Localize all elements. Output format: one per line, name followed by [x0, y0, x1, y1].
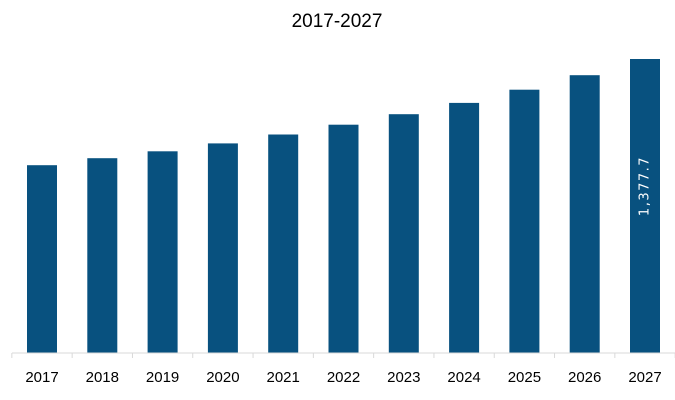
x-tick-label: 2027: [628, 369, 661, 386]
chart-title: 2017-2027: [292, 11, 383, 32]
x-tick-label: 2018: [86, 369, 119, 386]
x-tick-label: 2024: [447, 369, 480, 386]
bar-2025: [509, 89, 540, 353]
x-tick-label: 2026: [568, 369, 601, 386]
bar-2021: [268, 134, 299, 353]
x-tick-label: 2022: [327, 369, 360, 386]
bar-2024: [449, 102, 480, 354]
x-axis-ticks: [11, 353, 675, 358]
data-labels: 1,377.7: [638, 156, 653, 216]
x-tick-label: 2021: [267, 369, 300, 386]
bar-data-label: 1,377.7: [638, 156, 653, 216]
x-tick-label: 2023: [387, 369, 420, 386]
bar-2027: [630, 59, 660, 353]
x-tick-label: 2019: [146, 369, 179, 386]
bar-2026: [569, 75, 600, 353]
x-tick-label: 2020: [206, 369, 239, 386]
x-axis-labels: 2017 2018 2019 2020 2021 2022 2023 2024 2025 2026…: [25, 369, 661, 386]
bar-2022: [328, 124, 359, 353]
bar-2020: [207, 143, 238, 353]
bar-2023: [388, 114, 419, 353]
bars-group: [27, 59, 660, 354]
bar-2019: [147, 151, 178, 353]
bar-2018: [87, 158, 118, 353]
x-tick-label: 2017: [25, 369, 58, 386]
x-tick-label: 2025: [508, 369, 541, 386]
bar-2017: [27, 165, 57, 353]
